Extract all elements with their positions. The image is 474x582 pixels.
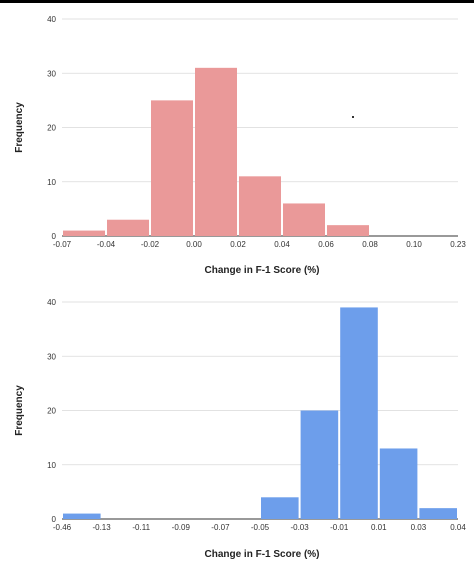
x-tick-label: 0.00 [186, 240, 202, 249]
x-tick-label: 0.02 [230, 240, 246, 249]
y-tick-label: 40 [47, 298, 56, 307]
x-tick-label: 0.08 [362, 240, 378, 249]
x-tick-label: 0.04 [450, 523, 466, 532]
x-tick-label: 0.04 [274, 240, 290, 249]
histogram-bar [283, 203, 325, 236]
x-tick-label: -0.11 [132, 523, 150, 532]
y-tick-label: 10 [47, 178, 56, 187]
y-axis-title: Frequency [14, 102, 25, 153]
histogram-top-svg: 0 10 20 30 40 -0.07 -0.04 -0.02 0.00 0.02 0.04 0.06… [14, 15, 466, 276]
x-tick-label: -0.09 [172, 523, 191, 532]
x-tick-label: -0.02 [141, 240, 160, 249]
y-tick-label: 40 [47, 15, 56, 24]
x-tick-label: 0.10 [406, 240, 422, 249]
histogram-bar [261, 497, 299, 519]
histogram-bar [327, 225, 369, 236]
x-axis-title: Change in F-1 Score (%) [204, 549, 319, 560]
x-tick-label: -0.01 [330, 523, 349, 532]
histogram-bar [239, 176, 281, 236]
histogram-bottom: 0 10 20 30 40 -0.46 -0.13 -0.11 -0.09 -0.07 -0.05 -… [0, 289, 474, 577]
histogram-bar [107, 219, 149, 236]
histogram-top: 0 10 20 30 40 -0.07 -0.04 -0.02 0.00 0.02 0.04 0.06… [0, 0, 474, 288]
y-tick-label: 0 [52, 515, 57, 524]
histogram-bar [195, 67, 237, 236]
histogram-bottom-svg: 0 10 20 30 40 -0.46 -0.13 -0.11 -0.09 -0.07 -0.05 -… [14, 298, 466, 560]
x-tick-label: 0.01 [371, 523, 387, 532]
histogram-bar [63, 513, 101, 519]
histogram-bar [63, 230, 105, 236]
histogram-bar [340, 307, 378, 519]
y-tick-label: 0 [52, 232, 57, 241]
x-tick-label: -0.04 [97, 240, 116, 249]
y-tick-label: 10 [47, 461, 56, 470]
x-tick-label: 0.03 [411, 523, 427, 532]
x-tick-label: 0.23 [450, 240, 466, 249]
x-tick-label: -0.03 [290, 523, 309, 532]
histogram-bar [151, 100, 193, 236]
histogram-bar [419, 508, 457, 519]
x-axis-title: Change in F-1 Score (%) [204, 265, 319, 276]
histogram-bar [379, 448, 418, 519]
histogram-bar [300, 410, 339, 519]
y-axis-title: Frequency [14, 385, 25, 436]
top-border [0, 0, 474, 3]
x-tick-label: -0.46 [53, 523, 72, 532]
x-tick-label: -0.07 [53, 240, 72, 249]
x-tick-label: -0.07 [211, 523, 230, 532]
y-tick-label: 30 [47, 69, 56, 78]
y-tick-label: 30 [47, 352, 56, 361]
y-tick-label: 20 [47, 124, 56, 133]
x-tick-label: -0.05 [251, 523, 270, 532]
x-tick-label: 0.06 [318, 240, 334, 249]
x-tick-label: -0.13 [92, 523, 111, 532]
stray-dot [352, 116, 354, 118]
y-tick-label: 20 [47, 407, 56, 416]
